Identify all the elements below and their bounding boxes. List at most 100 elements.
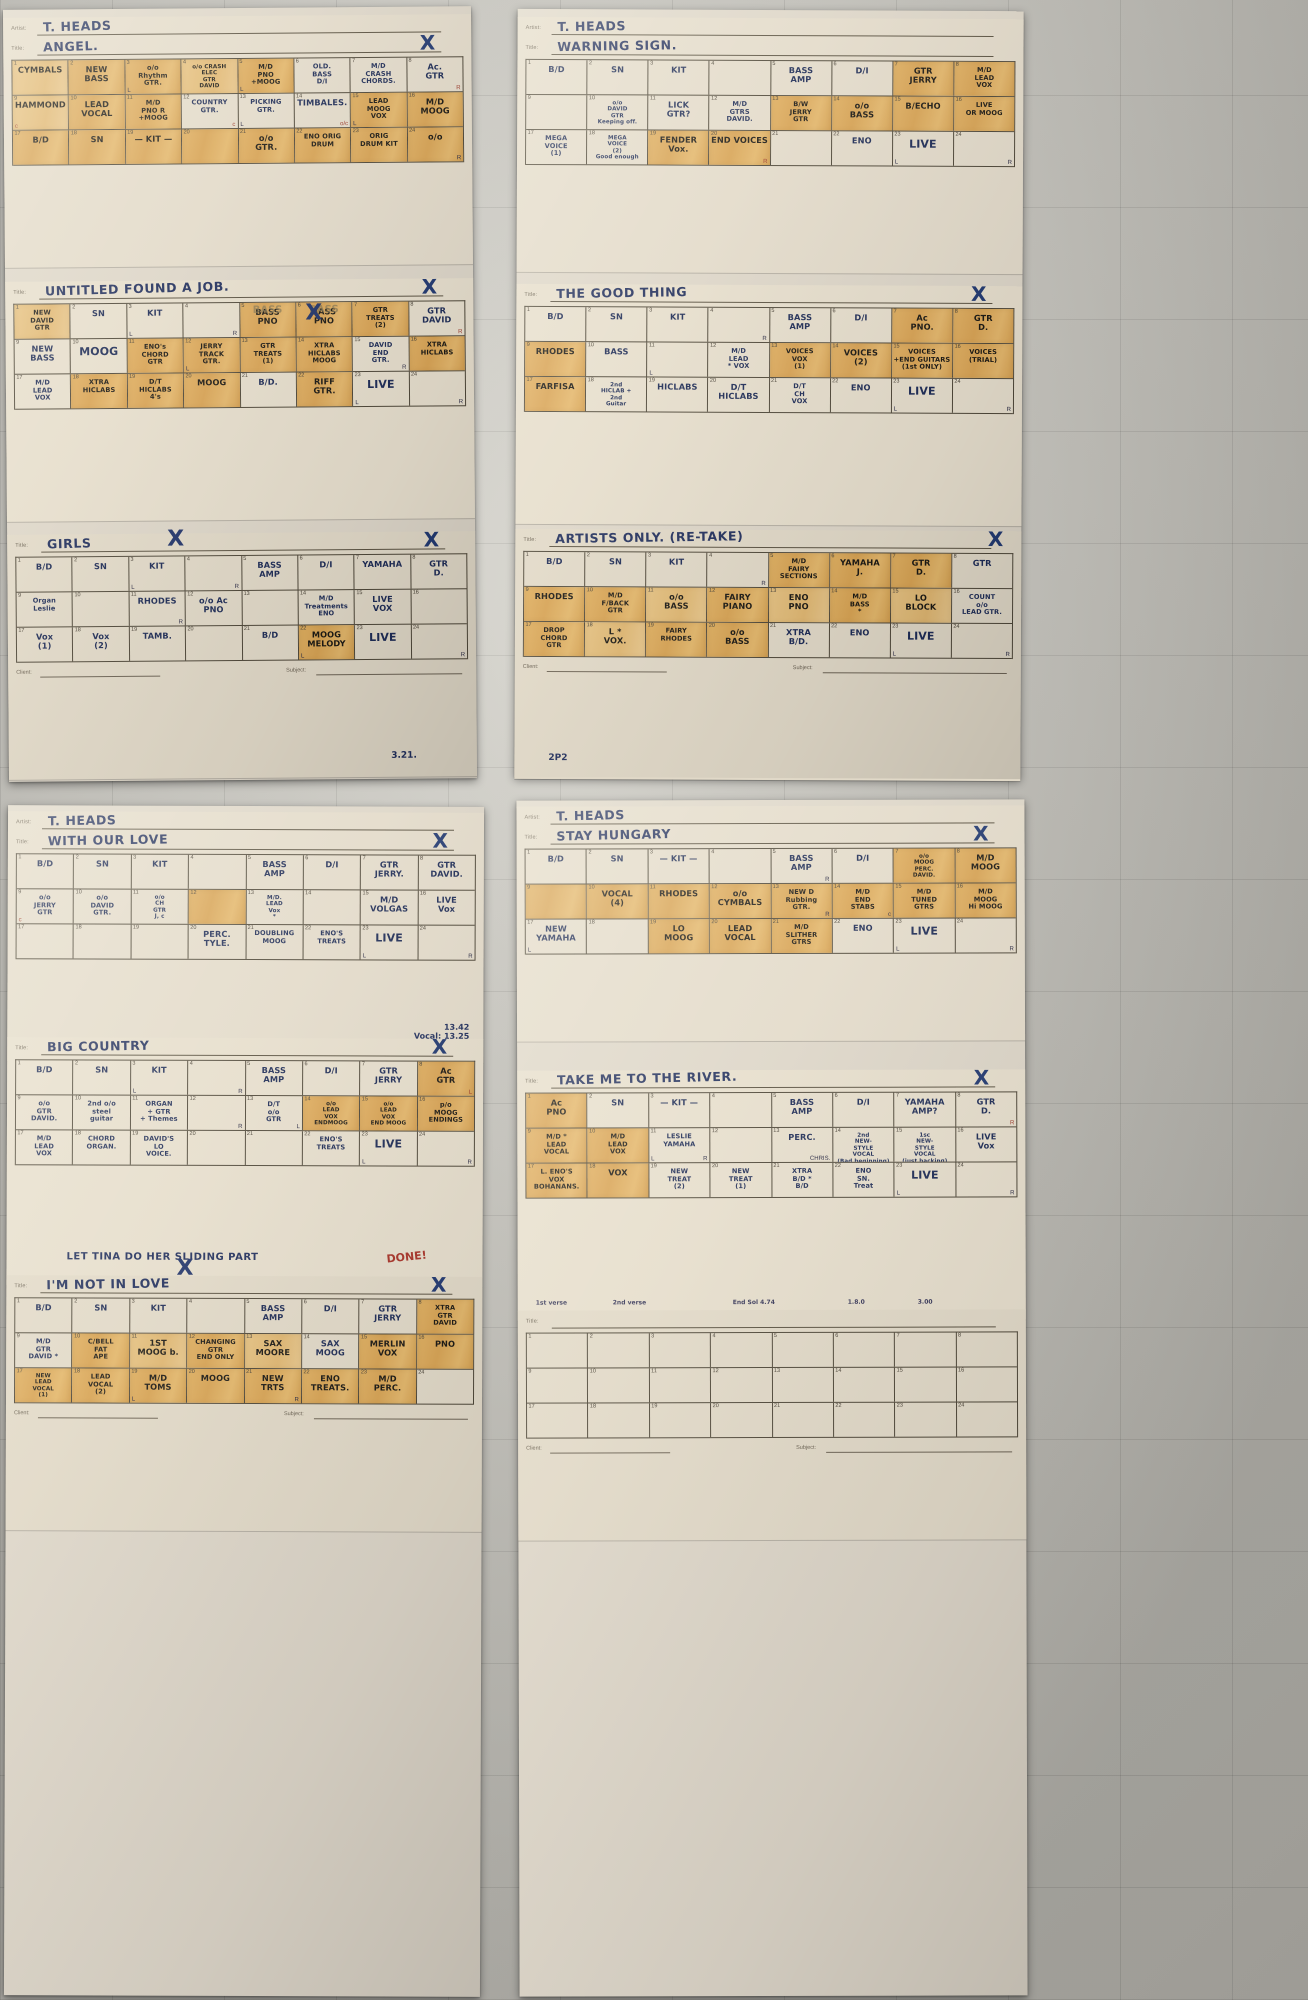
track-cell[interactable]: 21 B/D xyxy=(242,625,299,660)
track-cell[interactable]: 1 B/D xyxy=(15,1298,73,1333)
track-cell[interactable]: 3 xyxy=(649,1333,712,1368)
track-cell[interactable]: 22 RIFF GTR. xyxy=(296,372,354,407)
track-cell[interactable]: 23 ORIG DRUM KIT xyxy=(351,127,408,163)
track-cell[interactable]: 20 LEAD VOCAL xyxy=(709,919,772,954)
track-cell[interactable]: 9 M/D GTR DAVID * xyxy=(15,1333,73,1368)
track-cell[interactable]: 20 xyxy=(185,625,243,661)
track-cell[interactable]: 19 FAIRY RHODES xyxy=(646,622,708,657)
track-cell[interactable]: 24 o/o R xyxy=(407,127,464,162)
track-cell[interactable]: 1 B/D xyxy=(16,1060,74,1095)
track-cell[interactable]: 4 o/o CRASH ELEC GTR DAVID xyxy=(181,59,239,94)
track-cell[interactable]: 24 xyxy=(957,1402,1017,1436)
track-cell[interactable]: 12 FAIRY PIANO xyxy=(707,587,769,622)
track-sheet-stay-hungry[interactable]: Artist: T. HEADS Title: STAY HUNGARY X 1 B/D 2 S… xyxy=(516,805,1026,1042)
track-cell[interactable]: 15 LIVE VOX xyxy=(354,589,412,625)
track-cell[interactable]: 13 GTR TREATS (1) xyxy=(240,337,297,372)
track-cell[interactable]: 10 MOOG xyxy=(70,338,128,374)
track-cell[interactable]: 7 YAMAHA xyxy=(354,554,412,590)
track-cell[interactable]: 17 Vox (1) xyxy=(16,627,74,662)
track-cell[interactable]: 24 R xyxy=(954,132,1014,166)
track-cell[interactable]: 23 xyxy=(895,1402,957,1437)
track-sheet-warning-sign[interactable]: Artist: T. HEADS Title: WARNING SIGN. 1 B/D 2 S… xyxy=(516,16,1024,275)
track-cell[interactable]: 11 ORGAN + GTR + Themes xyxy=(130,1095,189,1130)
track-sheet-found-a-job[interactable]: Title: UNTITLED FOUND A JOB. X 1 NEW DAVID GTR… xyxy=(5,274,475,522)
track-cell[interactable]: 23 LIVE L xyxy=(360,1131,418,1166)
track-cell[interactable]: 16 xyxy=(957,1367,1017,1401)
track-cell[interactable]: 5 M/D PNO +MOOG L xyxy=(237,58,295,94)
track-cell[interactable]: 2 NEW BASS xyxy=(68,59,126,95)
track-cell[interactable]: 10 o/o DAVID GTR. xyxy=(74,889,132,924)
track-cell[interactable]: 8 GTR xyxy=(952,554,1012,588)
track-cell[interactable]: 19 TAMB. xyxy=(129,626,187,661)
track-cell[interactable]: 4 xyxy=(710,1332,773,1368)
track-cell[interactable]: 8 GTR D. xyxy=(953,308,1014,344)
track-cell[interactable]: 19 HICLABS xyxy=(647,377,709,412)
track-cell[interactable]: 17 NEW YAMAHA L xyxy=(525,919,588,954)
track-cell[interactable]: 11 RHODES R xyxy=(129,591,186,626)
track-cell[interactable]: 19 FENDER Vox. xyxy=(648,130,710,165)
track-cell[interactable]: 21 o/o GTR. xyxy=(238,128,296,164)
track-cell[interactable]: 16 p/o MOOG ENDINGS xyxy=(417,1096,475,1131)
track-cell[interactable]: 14 TIMBALES. o/c xyxy=(294,93,352,128)
track-cell[interactable]: 5 BASS AMP xyxy=(241,555,299,590)
track-cell[interactable]: 20 D/T HICLABS xyxy=(708,377,770,413)
track-cell[interactable]: 1 B/D xyxy=(525,306,587,342)
track-cell[interactable]: 6 YAMAHA J. xyxy=(829,553,892,588)
track-cell[interactable]: 20 xyxy=(182,129,239,164)
track-cell[interactable]: 6 D/I xyxy=(830,308,893,343)
track-cell[interactable]: 5 BASS AMP R xyxy=(771,848,833,884)
track-cell[interactable]: 22 ENO'S TREATS xyxy=(303,925,361,960)
track-cell[interactable]: 23 LIVE L xyxy=(891,378,953,413)
track-cell[interactable]: 6 OLD. BASS D/I xyxy=(294,58,351,93)
track-cell[interactable]: 10 xyxy=(72,591,130,627)
track-cell[interactable]: 10 o/o DAVID GTR Keeping off. xyxy=(587,95,649,130)
track-cell[interactable]: 7 Ac PNO. xyxy=(891,308,954,343)
track-cell[interactable]: 18 VOX xyxy=(587,1163,650,1198)
track-cell[interactable]: 20 xyxy=(711,1402,773,1438)
track-cell[interactable]: 6 D/I xyxy=(302,1299,360,1334)
track-cell[interactable]: 21 NEW TRTS R xyxy=(244,1369,302,1404)
track-cell[interactable]: 2 SN xyxy=(74,854,132,889)
title-value[interactable]: WARNING SIGN. xyxy=(557,37,678,55)
track-cell[interactable]: 13 xyxy=(772,1367,834,1402)
track-cell[interactable]: 17 L. ENO'S VOX BOHANANS. xyxy=(526,1163,588,1198)
track-cell[interactable]: 20 MOOG xyxy=(183,372,241,408)
title-value[interactable]: UNTITLED FOUND A JOB. xyxy=(44,278,230,299)
track-cell[interactable]: 8 XTRA GTR DAVID xyxy=(416,1299,474,1334)
track-cell[interactable]: 4 xyxy=(710,1092,772,1128)
track-cell[interactable]: 15 LO BLOCK xyxy=(890,588,953,623)
track-cell[interactable]: 23 LIVE L xyxy=(890,623,952,658)
track-cell[interactable]: 12 M/D GTRS DAVID. xyxy=(709,95,771,131)
track-cell[interactable]: 22 ENO SN. Treat xyxy=(833,1162,895,1197)
track-cell[interactable]: 18 L * VOX. xyxy=(584,622,647,657)
track-cell[interactable]: 22 ENO ORIG DRUM xyxy=(294,128,352,163)
track-cell[interactable]: 8 xyxy=(956,1332,1016,1366)
track-cell[interactable]: 22 xyxy=(833,1402,896,1437)
track-cell[interactable]: 11 LICK GTR? xyxy=(648,95,710,130)
track-cell[interactable]: 14 o/o LEAD VOX ENDMOOG xyxy=(302,1096,361,1131)
track-cell[interactable]: 17 xyxy=(527,1403,589,1438)
track-cell[interactable]: 11 M/D PNO R +MOOG xyxy=(125,94,183,129)
track-cell[interactable]: 18 XTRA HICLABS xyxy=(71,373,128,409)
track-cell[interactable]: 7 YAMAHA AMP? xyxy=(894,1092,956,1127)
track-cell[interactable]: 15 1sc NEW- STYLE VOCAL (just backing) xyxy=(894,1127,957,1162)
title-value[interactable]: ANGEL. xyxy=(42,38,99,55)
track-cell[interactable]: 3 KIT xyxy=(131,854,190,889)
track-cell[interactable]: 9 RHODES xyxy=(525,341,587,377)
track-cell[interactable]: 24 R xyxy=(411,624,467,659)
track-cell[interactable]: 1 NEW DAVID GTR xyxy=(14,304,71,339)
track-cell[interactable]: 11 o/o BASS xyxy=(646,587,708,622)
track-cell[interactable]: 1 xyxy=(526,1333,589,1368)
track-cell[interactable]: 8 Ac. GTR R xyxy=(407,57,463,92)
track-cell[interactable]: 18 xyxy=(588,1403,650,1438)
track-cell[interactable]: 9 xyxy=(526,94,588,130)
track-cell[interactable]: 8 M/D LEAD VOX xyxy=(954,61,1015,97)
track-cell[interactable]: 10 M/D F/BACK GTR xyxy=(585,587,647,622)
track-cell[interactable]: 14 XTRA HICLABS MOOG xyxy=(296,337,354,372)
track-cell[interactable]: 7 o/o MOOG PERC. DAVID. xyxy=(893,848,956,883)
track-cell[interactable]: 13 VOICES VOX (1) xyxy=(769,343,831,378)
track-cell[interactable]: 14 VOICES (2) xyxy=(830,343,892,378)
track-cell[interactable]: 6 D/I xyxy=(303,855,362,890)
track-cell[interactable]: 2 SN xyxy=(72,1298,131,1333)
